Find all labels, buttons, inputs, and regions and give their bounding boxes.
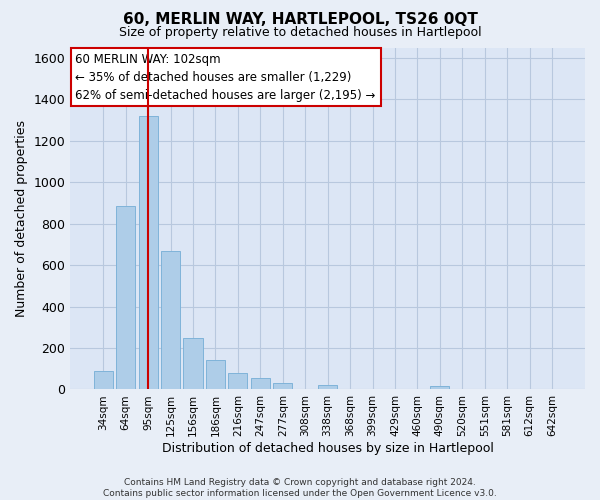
Text: Size of property relative to detached houses in Hartlepool: Size of property relative to detached ho… — [119, 26, 481, 39]
Text: Contains HM Land Registry data © Crown copyright and database right 2024.
Contai: Contains HM Land Registry data © Crown c… — [103, 478, 497, 498]
Bar — [251, 378, 270, 390]
Bar — [229, 373, 247, 390]
Bar — [139, 116, 158, 390]
Bar — [430, 386, 449, 390]
Bar — [184, 338, 203, 390]
Bar — [94, 371, 113, 390]
Bar — [318, 386, 337, 390]
Bar — [116, 206, 135, 390]
Bar — [273, 383, 292, 390]
X-axis label: Distribution of detached houses by size in Hartlepool: Distribution of detached houses by size … — [162, 442, 494, 455]
Y-axis label: Number of detached properties: Number of detached properties — [15, 120, 28, 317]
Bar — [206, 360, 225, 390]
Text: 60, MERLIN WAY, HARTLEPOOL, TS26 0QT: 60, MERLIN WAY, HARTLEPOOL, TS26 0QT — [122, 12, 478, 28]
Text: 60 MERLIN WAY: 102sqm
← 35% of detached houses are smaller (1,229)
62% of semi-d: 60 MERLIN WAY: 102sqm ← 35% of detached … — [76, 52, 376, 102]
Bar — [161, 250, 180, 390]
